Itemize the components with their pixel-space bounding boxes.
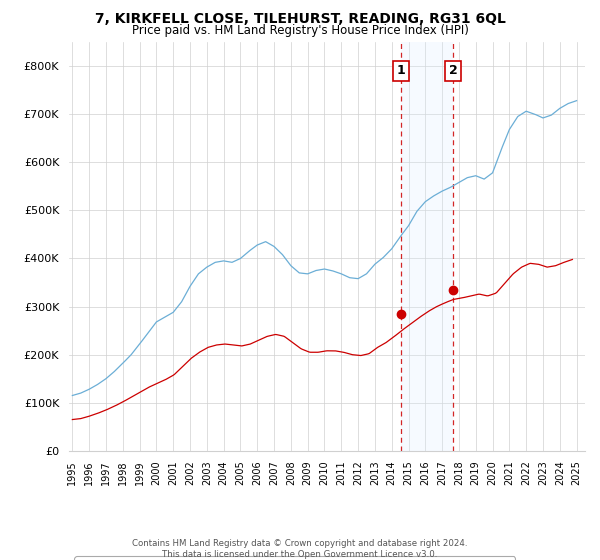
Text: Contains HM Land Registry data © Crown copyright and database right 2024.
This d: Contains HM Land Registry data © Crown c… [132, 539, 468, 559]
Text: 7, KIRKFELL CLOSE, TILEHURST, READING, RG31 6QL: 7, KIRKFELL CLOSE, TILEHURST, READING, R… [95, 12, 505, 26]
Bar [401, 42, 453, 451]
Legend: 7, KIRKFELL CLOSE, TILEHURST, READING, RG31 6QL (detached house), HPI: Average p: 7, KIRKFELL CLOSE, TILEHURST, READING, R… [74, 557, 515, 560]
Text: 2: 2 [449, 64, 457, 77]
Text: 1: 1 [397, 64, 405, 77]
Text: Price paid vs. HM Land Registry's House Price Index (HPI): Price paid vs. HM Land Registry's House … [131, 24, 469, 37]
